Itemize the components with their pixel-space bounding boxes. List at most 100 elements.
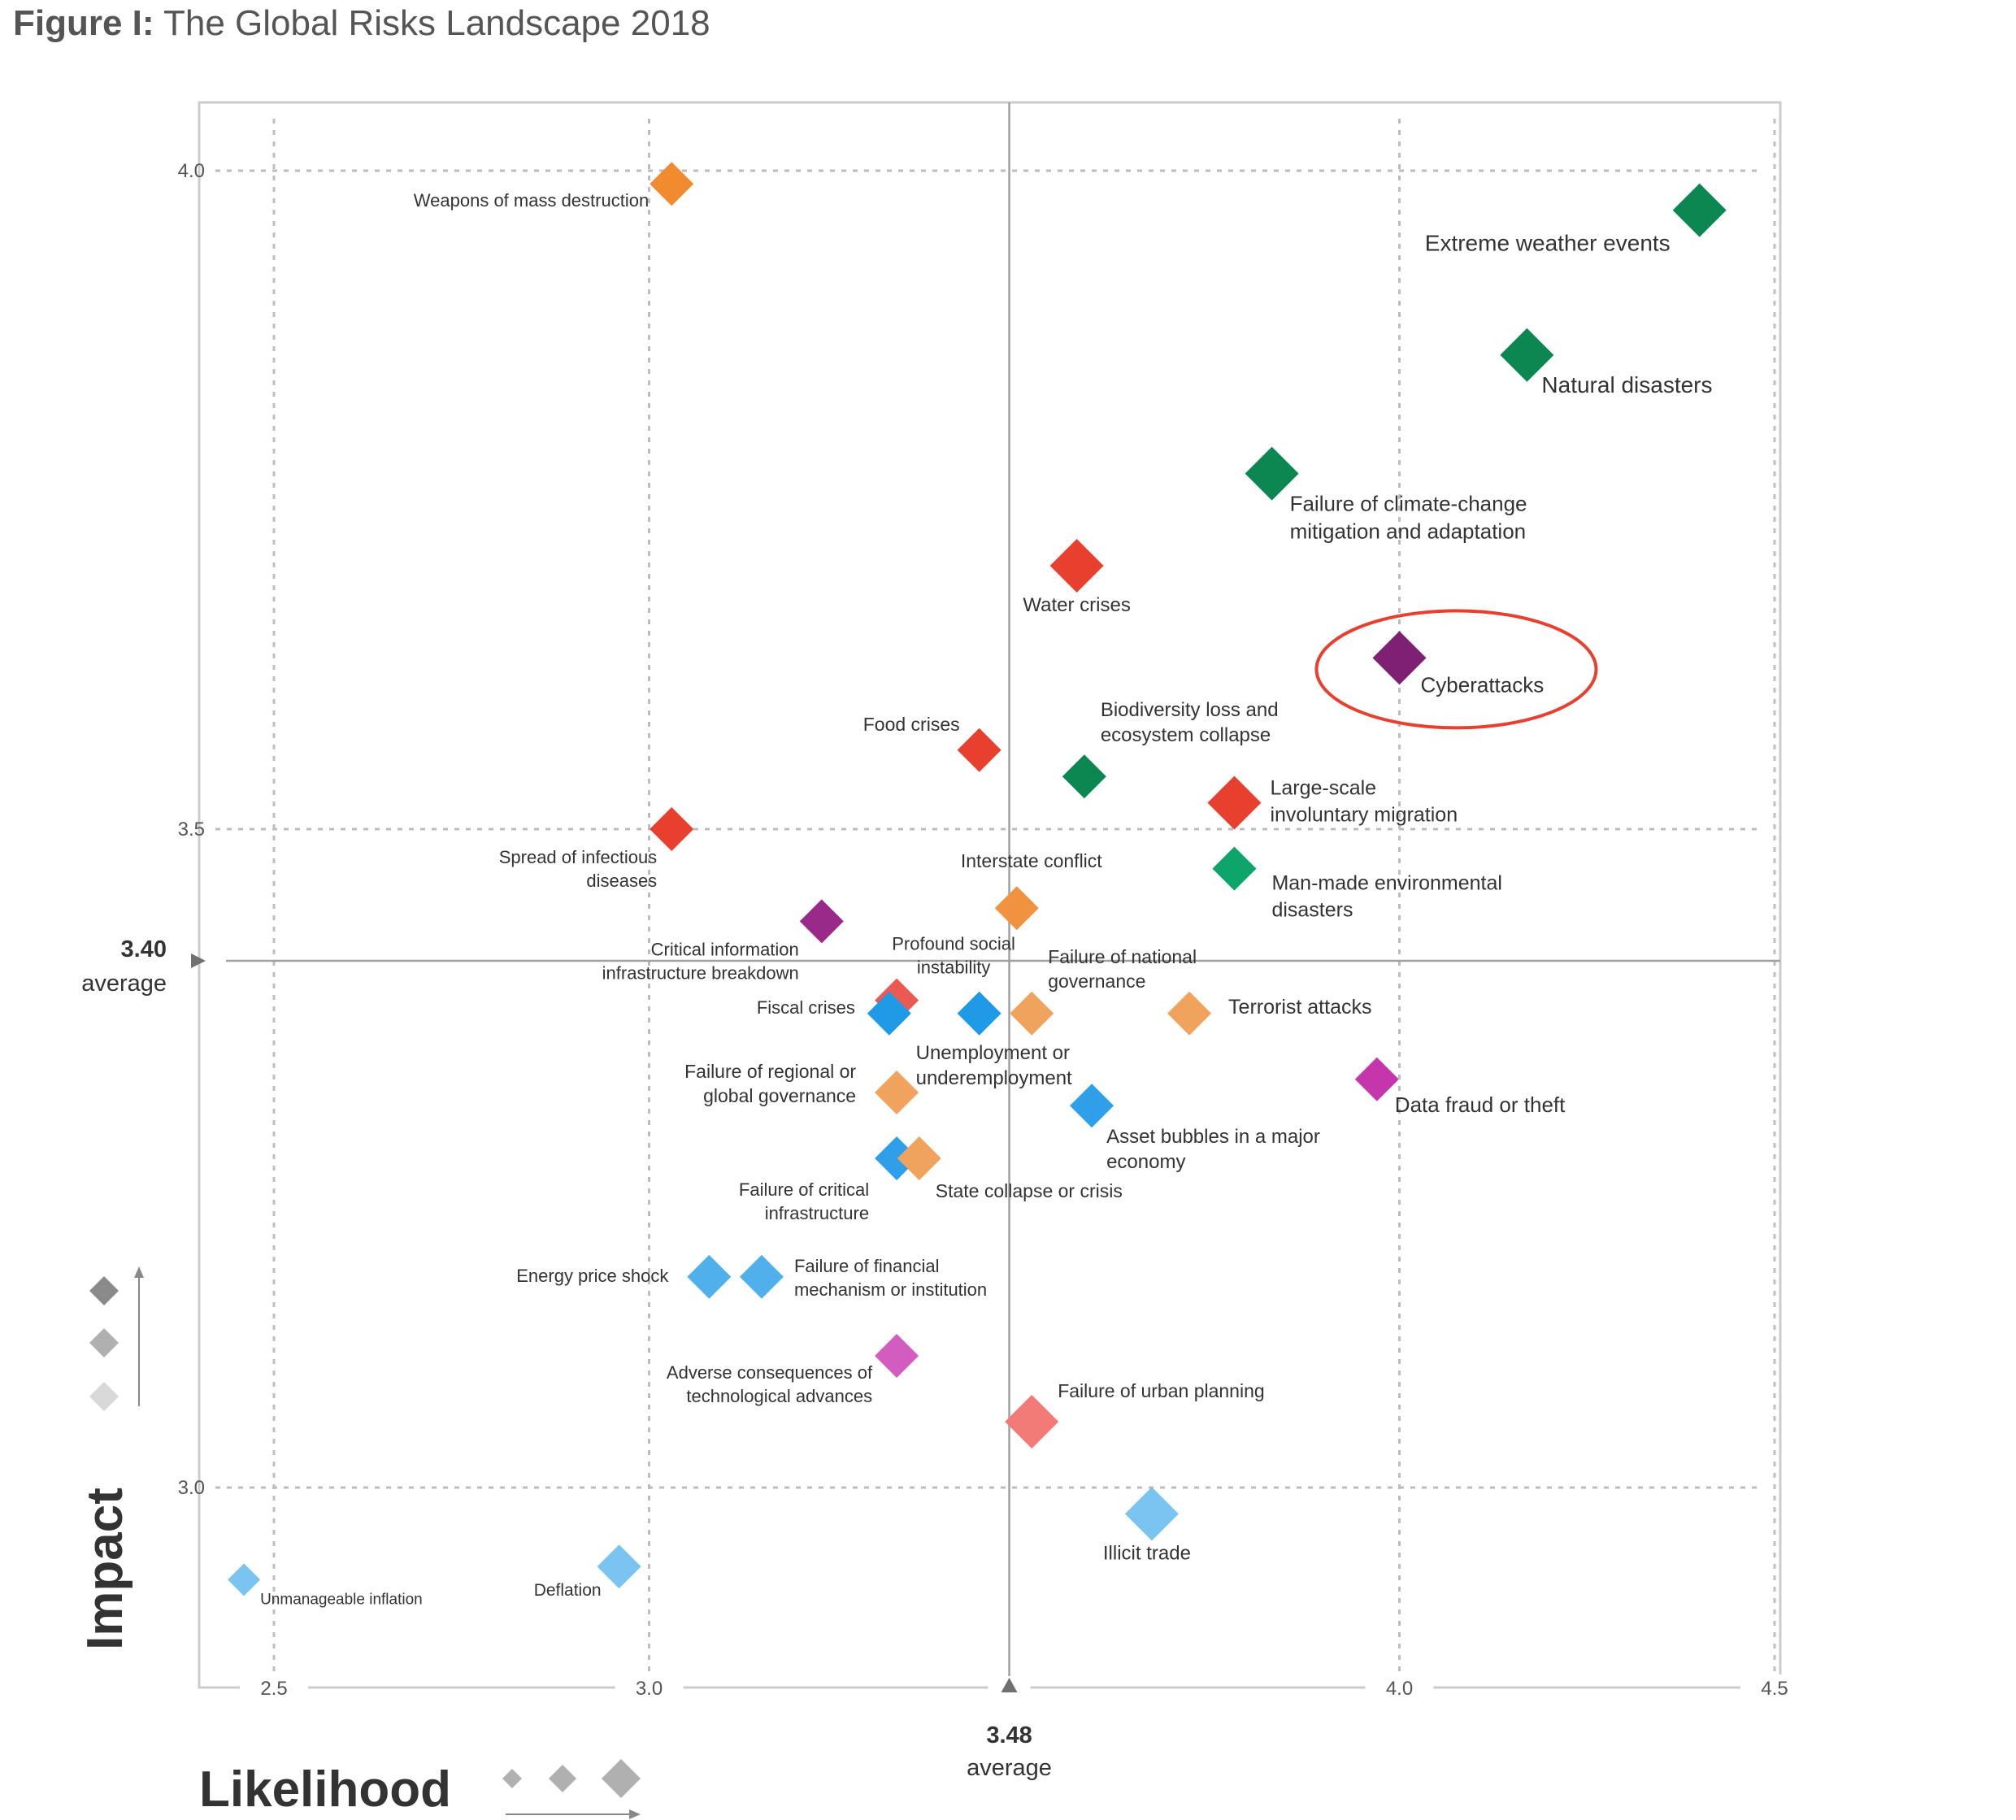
risk-label: Weapons of mass destruction: [414, 190, 649, 211]
risk-marker: [1005, 1395, 1059, 1449]
risk-marker: [994, 886, 1039, 931]
x-tick-label: 4.0: [1386, 1678, 1413, 1700]
risk-label-line: Unemployment or: [916, 1042, 1070, 1064]
risk-label-line: Natural disasters: [1541, 372, 1712, 397]
y-average-marker: [191, 953, 206, 968]
risk-label-line: Food crises: [863, 714, 960, 735]
risk-marker: [597, 1544, 641, 1589]
risk-label-line: underemployment: [916, 1067, 1072, 1089]
risk-label-line: Terrorist attacks: [1228, 996, 1371, 1019]
risk-marker: [957, 728, 1001, 772]
highlight-ring: [1314, 609, 1598, 730]
risk-label-line: Failure of critical: [739, 1179, 869, 1200]
risk-label-line: disasters: [1271, 899, 1353, 922]
risk-label: Failure of urban planning: [1058, 1380, 1264, 1401]
grid: [215, 119, 1776, 1681]
risk-label: State collapse or crisis: [936, 1180, 1123, 1201]
risk-label-line: technological advances: [686, 1386, 872, 1406]
axis-ticks: 2.5 3.0 4.0 4.5 3.0 3.5 4.0: [178, 160, 1809, 1701]
risk-label-line: Cyberattacks: [1421, 672, 1545, 697]
risk-label-line: Water crises: [1023, 594, 1130, 616]
impact-arrow-head: [134, 1266, 144, 1278]
risk-label-line: Profound social: [892, 934, 1015, 954]
risk-label-line: global governance: [703, 1085, 856, 1106]
risk-label-line: Adverse consequences of: [667, 1362, 873, 1383]
figure-title-prefix: Figure I:: [13, 3, 154, 43]
risk-label: Fiscal crises: [757, 997, 855, 1018]
risk-marker: [1070, 1084, 1114, 1128]
risk-label-line: Failure of regional or: [684, 1061, 856, 1082]
risk-label-line: Spread of infectious: [499, 847, 657, 867]
risk-label: Unemployment or underemployment: [916, 1042, 1072, 1089]
x-axis-title: Likelihood: [199, 1761, 451, 1818]
risk-label-line: Extreme weather events: [1425, 231, 1671, 256]
risk-label-line: Deflation: [534, 1581, 602, 1600]
likelihood-size-legend-diamond: [502, 1769, 522, 1788]
risk-label: Food crises: [863, 714, 960, 735]
average-labels: 3.48 average 3.40 average: [81, 936, 1052, 1781]
risk-label: Deflation: [534, 1581, 602, 1600]
risk-marker: [1672, 183, 1727, 237]
risk-label: Failure of critical infrastructure: [739, 1179, 869, 1223]
risk-label: Illicit trade: [1103, 1542, 1191, 1564]
risk-label: Man-made environmental disasters: [1271, 872, 1501, 922]
risk-label-line: governance: [1048, 971, 1145, 992]
risk-label-line: Man-made environmental: [1271, 872, 1501, 895]
risk-marker: [1354, 1057, 1399, 1101]
risk-label: Interstate conflict: [961, 850, 1102, 871]
x-tick-label: 4.5: [1761, 1678, 1788, 1700]
risk-label-line: mitigation and adaptation: [1290, 519, 1527, 544]
risk-marker: [739, 1254, 784, 1299]
risk-label: Cyberattacks: [1421, 672, 1545, 697]
risk-marker: [1245, 446, 1299, 501]
risk-marker: [228, 1563, 261, 1596]
risk-label-line: Data fraud or theft: [1395, 1092, 1566, 1117]
x-average-value: 3.48: [986, 1722, 1032, 1748]
risk-label: Asset bubbles in a major economy: [1106, 1126, 1320, 1173]
risk-marker: [1049, 539, 1104, 593]
risk-marker: [1062, 754, 1106, 799]
figure-title: Figure I: The Global Risks Landscape 201…: [13, 3, 710, 44]
risk-label-line: Failure of financial: [794, 1256, 940, 1276]
risk-label-line: Fiscal crises: [757, 997, 855, 1018]
risk-label: Biodiversity loss and ecosystem collapse: [1101, 699, 1279, 746]
risk-marker: [687, 1254, 732, 1299]
risk-label-line: State collapse or crisis: [936, 1180, 1123, 1201]
risk-marker: [875, 1334, 919, 1378]
risk-label-line: diseases: [586, 871, 657, 891]
risk-marker: [799, 899, 844, 944]
risk-marker: [650, 807, 694, 851]
risk-label: Energy price shock: [516, 1266, 669, 1286]
risk-marker: [875, 1136, 919, 1180]
x-average-caption: average: [967, 1755, 1052, 1781]
risk-label: Profound social instability: [892, 934, 1015, 978]
data-labels: Weapons of mass destruction Extreme weath…: [260, 190, 1712, 1608]
x-tick-label: 3.0: [636, 1678, 663, 1700]
risk-label: Critical information infrastructure break…: [602, 939, 799, 983]
risk-label-line: infrastructure breakdown: [602, 962, 799, 983]
risk-marker: [1010, 991, 1054, 1036]
y-average-value: 3.40: [121, 936, 167, 962]
risk-label-line: Asset bubbles in a major: [1106, 1126, 1320, 1148]
figure-title-text: The Global Risks Landscape 2018: [163, 3, 710, 43]
risk-label: Terrorist attacks: [1228, 996, 1371, 1019]
risk-label-line: Failure of national: [1048, 946, 1197, 967]
risk-label: Unmanageable inflation: [260, 1591, 423, 1608]
size-legends: [89, 1266, 641, 1819]
risk-marker: [867, 991, 911, 1036]
risk-label-line: Failure of climate-change: [1290, 492, 1527, 516]
risk-marker: [1207, 775, 1262, 830]
risk-label-line: Illicit trade: [1103, 1542, 1191, 1564]
risk-label: Natural disasters: [1541, 372, 1712, 397]
risk-label-line: Interstate conflict: [961, 850, 1102, 871]
risk-marker: [1212, 846, 1257, 891]
risk-label: Data fraud or theft: [1395, 1092, 1566, 1117]
x-tick-label: 2.5: [260, 1678, 287, 1700]
x-tick-bg: [240, 1674, 308, 1701]
risk-label-line: economy: [1106, 1151, 1185, 1173]
risk-label-line: Unmanageable inflation: [260, 1591, 423, 1608]
risk-label: Failure of climate-change mitigation and …: [1290, 492, 1527, 544]
risk-label-line: Biodiversity loss and: [1101, 699, 1279, 721]
risk-marker: [1124, 1487, 1179, 1541]
